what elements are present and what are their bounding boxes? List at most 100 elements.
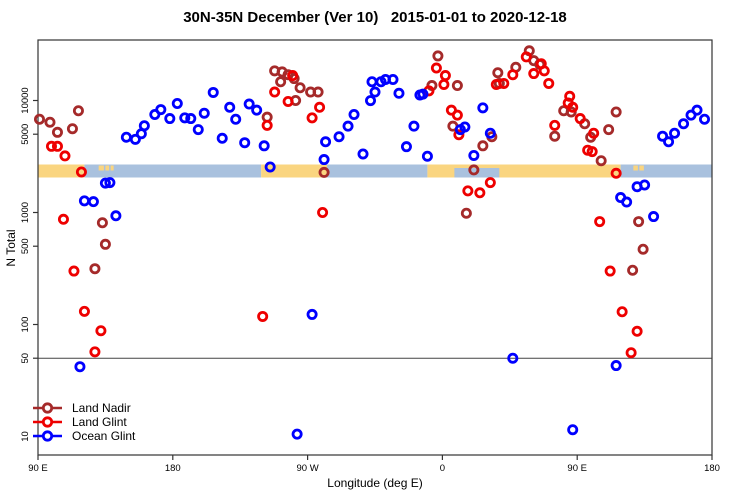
legend-label: Land Glint	[72, 415, 127, 429]
legend-marker-icon	[41, 416, 54, 428]
data-point-ocean-glint	[164, 113, 176, 125]
y-tick-label: 100	[20, 317, 31, 333]
data-point-ocean-glint	[230, 113, 242, 125]
x-tick-label: 90 W	[297, 463, 319, 474]
data-point-ocean-glint	[421, 150, 433, 162]
data-point-ocean-glint	[251, 104, 263, 116]
data-point-land-glint	[451, 109, 463, 121]
data-point-land-glint	[594, 216, 606, 228]
strip-segment-ocean	[327, 164, 428, 178]
data-point-land-nadir	[610, 106, 622, 118]
data-point-ocean-glint	[216, 132, 228, 144]
data-point-ocean-glint	[648, 211, 660, 223]
data-point-land-glint	[287, 70, 299, 82]
data-point-ocean-glint	[87, 196, 99, 208]
x-tick-label: 0	[440, 463, 445, 474]
y-tick-label: 5000	[20, 124, 31, 145]
data-point-ocean-glint	[663, 136, 675, 148]
data-point-land-glint	[498, 77, 510, 89]
data-point-ocean-glint	[657, 130, 669, 142]
data-point-land-nadir	[492, 67, 504, 79]
data-point-land-nadir	[89, 263, 101, 275]
data-point-land-glint	[564, 90, 576, 102]
data-point-land-glint	[282, 95, 294, 107]
data-point-land-glint	[507, 69, 519, 81]
strip-island	[105, 165, 110, 171]
plot-border	[37, 39, 713, 456]
legend-item-land-nadir: Land Nadir	[33, 401, 131, 415]
data-point-ocean-glint	[291, 428, 303, 440]
legend-label: Ocean Glint	[72, 429, 136, 443]
data-point-land-glint	[528, 68, 540, 80]
data-point-ocean-glint	[468, 149, 480, 161]
data-point-land-glint	[75, 166, 87, 178]
data-point-ocean-glint	[138, 120, 150, 132]
data-point-ocean-glint	[179, 112, 191, 124]
legend-marker-icon	[41, 402, 54, 414]
data-point-land-nadir	[603, 124, 615, 136]
data-point-land-glint	[78, 305, 90, 317]
data-point-land-glint	[439, 70, 451, 82]
data-point-land-nadir	[595, 155, 607, 167]
data-point-ocean-glint	[507, 352, 519, 364]
data-point-ocean-glint	[224, 101, 236, 113]
data-point-land-glint	[453, 129, 465, 141]
y-axis-label: N Total	[4, 229, 18, 266]
data-point-land-glint	[625, 347, 637, 359]
strip-island	[639, 165, 644, 171]
data-point-land-nadir	[432, 50, 444, 62]
strip-island	[633, 165, 638, 171]
data-point-land-glint	[549, 119, 561, 131]
data-point-ocean-glint	[699, 113, 711, 125]
data-point-land-nadir	[477, 140, 489, 152]
strip-segment-land	[38, 164, 85, 178]
data-point-ocean-glint	[369, 86, 381, 98]
strip-segment-ocean	[84, 164, 262, 178]
data-point-ocean-glint	[185, 113, 197, 125]
data-point-ocean-glint	[348, 108, 360, 120]
data-point-land-glint	[317, 206, 329, 218]
data-point-ocean-glint	[366, 76, 378, 88]
data-point-land-glint	[604, 265, 616, 277]
land-ocean-strip	[38, 164, 712, 178]
data-point-ocean-glint	[408, 120, 420, 132]
data-point-ocean-glint	[320, 136, 332, 148]
data-point-ocean-glint	[365, 95, 377, 107]
legend: Land Nadir Land Glint Ocean Glint	[33, 401, 136, 443]
data-point-ocean-glint	[459, 121, 471, 133]
legend-marker-icon	[41, 430, 54, 442]
data-point-ocean-glint	[207, 86, 219, 98]
data-point-ocean-glint	[610, 360, 622, 372]
data-point-ocean-glint	[243, 98, 255, 110]
legend-item-ocean-glint: Ocean Glint	[33, 429, 136, 443]
data-point-ocean-glint	[74, 361, 86, 373]
data-point-ocean-glint	[477, 102, 489, 114]
data-point-ocean-glint	[104, 177, 116, 189]
data-point-land-glint	[538, 65, 550, 77]
data-points	[33, 45, 711, 440]
data-point-land-glint	[257, 310, 269, 322]
data-point-land-glint	[314, 101, 326, 113]
strip-island	[110, 165, 114, 171]
data-point-land-glint	[543, 77, 555, 89]
data-point-ocean-glint	[621, 196, 633, 208]
data-point-ocean-glint	[318, 154, 330, 166]
data-point-land-glint	[51, 140, 63, 152]
data-point-ocean-glint	[417, 88, 429, 100]
data-point-ocean-glint	[669, 127, 681, 139]
data-point-land-glint	[484, 177, 496, 189]
data-point-land-nadir	[66, 123, 78, 135]
data-point-land-glint	[269, 86, 281, 98]
data-point-land-glint	[616, 306, 628, 318]
data-point-land-nadir	[637, 243, 649, 255]
strip-island	[98, 165, 104, 171]
data-point-land-nadir	[275, 76, 287, 88]
data-point-ocean-glint	[239, 137, 251, 149]
data-point-land-glint	[68, 265, 80, 277]
data-point-ocean-glint	[678, 118, 690, 130]
data-point-land-nadir	[451, 80, 463, 92]
data-point-land-nadir	[294, 82, 306, 94]
data-point-land-nadir	[549, 130, 561, 142]
data-point-ocean-glint	[264, 161, 276, 173]
data-point-land-glint	[438, 78, 450, 90]
